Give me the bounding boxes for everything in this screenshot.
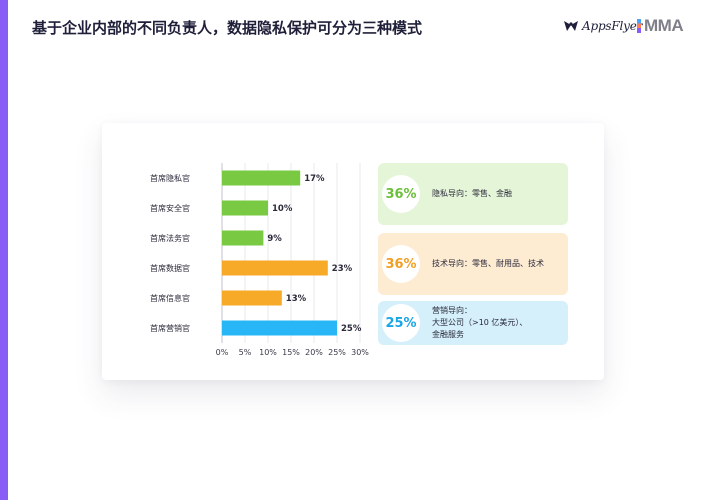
bar [222, 230, 264, 246]
appsflyer-logo: AppsFlyer [563, 15, 642, 37]
data-label: 9% [267, 234, 282, 244]
data-label: 10% [272, 204, 293, 214]
data-label: 25% [341, 324, 362, 334]
summary-percent-technology: 36% [382, 245, 420, 283]
summary-percent-privacy: 36% [382, 175, 420, 213]
x-tick-label: 20% [305, 348, 323, 357]
bar [222, 290, 282, 306]
category-label: 首席安全官 [150, 203, 190, 213]
page-title: 基于企业内部的不同负责人，数据隐私保护可分为三种模式 [32, 19, 423, 37]
data-label: 13% [286, 294, 307, 304]
accent-bar [0, 0, 8, 500]
category-label: 首席数据官 [150, 263, 190, 273]
summary-box-technology: 36% 技术导向：零售、耐用品、技术 [378, 233, 568, 295]
mma-logo: MMA [637, 15, 684, 37]
bar-chart: 0% 5% 10% 15% 20% 25% 30% 首席隐私官 17% 首席安全官 10% 首席法务官… [150, 163, 369, 357]
summary-text-technology: 技术导向：零售、耐用品、技术 [432, 259, 544, 268]
x-tick-label: 25% [328, 348, 346, 357]
x-tick-label: 15% [282, 348, 300, 357]
x-tick-label: 10% [259, 348, 277, 357]
category-label: 首席法务官 [150, 233, 190, 243]
summary-text-marketing: 营销导向： 大型公司（>10 亿美元）、 金融服务 [432, 306, 528, 339]
category-label: 首席信息官 [150, 293, 190, 303]
bar [222, 200, 268, 216]
summary-box-marketing: 25% 营销导向： 大型公司（>10 亿美元）、 金融服务 [378, 301, 568, 345]
mma-mark-icon [637, 19, 641, 33]
summary-text-privacy: 隐私导向：零售、金融 [432, 189, 512, 198]
bar [222, 170, 301, 186]
x-tick-label: 0% [216, 348, 229, 357]
bar [222, 320, 337, 336]
category-label: 首席隐私官 [150, 173, 190, 183]
x-tick-label: 30% [351, 348, 369, 357]
chart-card: 0% 5% 10% 15% 20% 25% 30% 首席隐私官 17% 首席安全官 10% 首席法务官… [102, 123, 604, 380]
mma-wordmark: MMA [644, 16, 684, 35]
data-label: 17% [304, 174, 325, 184]
appsflyer-wordmark: AppsFlyer [582, 19, 643, 33]
appsflyer-icon [564, 21, 578, 31]
summary-percent-marketing: 25% [382, 304, 420, 342]
category-label: 首席营销官 [150, 323, 190, 333]
bar [222, 260, 328, 276]
data-label: 23% [332, 264, 353, 274]
summary-box-privacy: 36% 隐私导向：零售、金融 [378, 163, 568, 225]
x-tick-label: 5% [239, 348, 252, 357]
